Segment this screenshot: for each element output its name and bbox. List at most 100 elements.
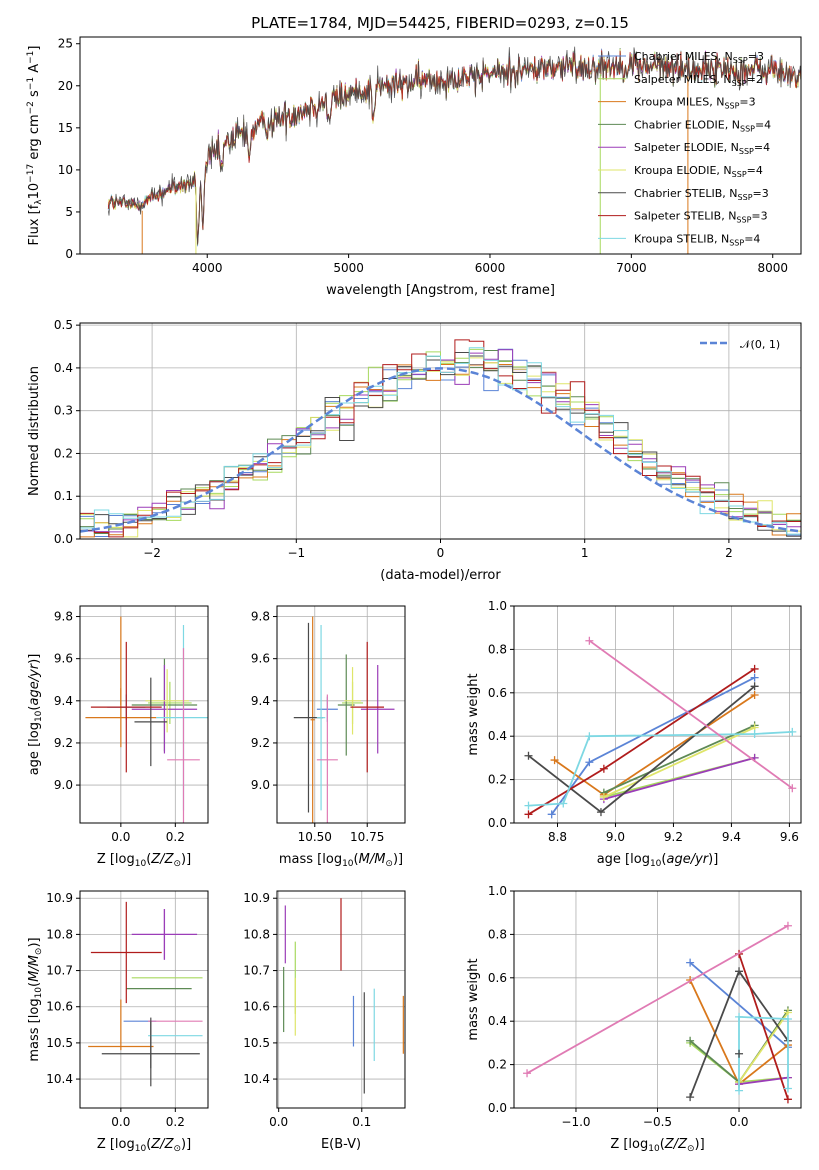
x-tick-label: 2 — [725, 546, 733, 560]
weight-line — [738, 1076, 789, 1085]
x-tick-label: 0.1 — [352, 1115, 371, 1129]
plus-marker — [559, 799, 568, 808]
x-tick-label: 8.8 — [548, 830, 567, 844]
y-tick-label: 10.4 — [243, 1072, 270, 1086]
y-tick-label: 10.8 — [46, 927, 73, 941]
axes-frame — [513, 605, 802, 824]
plot-area — [107, 46, 801, 254]
plot-area — [523, 921, 792, 1104]
plot-area — [80, 339, 801, 538]
legend-entry: Salpeter MILES, NSSP=2 — [634, 73, 763, 88]
plot-area — [283, 898, 404, 1094]
y-tick-label: 10.6 — [243, 1000, 270, 1014]
y-axis-label: mass weight — [466, 673, 481, 755]
legend-entry: Salpeter STELIB, NSSP=3 — [634, 210, 768, 225]
weight-line — [528, 668, 756, 816]
plus-marker — [599, 764, 608, 773]
legend-entry: Chabrier MILES, NSSP=3 — [634, 50, 764, 65]
plus-marker — [783, 921, 792, 930]
plus-marker — [735, 1086, 744, 1095]
y-tick-label: 10.8 — [243, 927, 270, 941]
x-tick-label: 0.0 — [111, 1115, 130, 1129]
histogram-kroupa-stelib — [80, 347, 801, 535]
weight-line — [603, 726, 755, 798]
x-tick-label: 9.6 — [780, 830, 799, 844]
y-tick-label: 10.9 — [46, 891, 73, 905]
y-tick-label: 0.2 — [54, 446, 73, 460]
y-tick-label: 9.4 — [54, 694, 73, 708]
y-axis-label: mass [log10(M/M⊙)] — [27, 937, 44, 1061]
weight-line — [603, 757, 755, 800]
y-tick-label: 9.0 — [251, 778, 270, 792]
plus-marker — [750, 690, 759, 699]
plus-marker — [735, 1049, 744, 1058]
x-tick-label: 0 — [437, 546, 445, 560]
y-tick-label: 9.8 — [251, 610, 270, 624]
y-tick-label: 10.5 — [46, 1036, 73, 1050]
plus-marker — [550, 756, 559, 765]
y-tick-label: 9.0 — [54, 778, 73, 792]
plus-marker — [599, 792, 608, 801]
y-tick-label: 0.1 — [54, 489, 73, 503]
x-tick-label: −2 — [143, 546, 161, 560]
y-tick-label: 0.8 — [488, 927, 507, 941]
plot-area — [293, 616, 395, 823]
x-tick-label: 0.0 — [269, 1115, 288, 1129]
x-tick-label: 9.4 — [722, 830, 741, 844]
x-axis-label: Z [log10(Z/Z⊙)] — [97, 1137, 191, 1154]
y-axis-label: age [log10(age/yr)] — [27, 654, 44, 776]
y-tick-label: 25 — [58, 37, 73, 51]
y-tick-label: 0.5 — [54, 318, 73, 332]
axes-frame — [79, 605, 209, 824]
legend-entry: Kroupa ELODIE, NSSP=4 — [634, 164, 763, 179]
x-tick-label: 0.0 — [111, 830, 130, 844]
x-tick-label: 7000 — [616, 261, 647, 275]
x-tick-label: 0.2 — [166, 830, 185, 844]
axes-frame — [79, 890, 209, 1109]
plus-marker — [585, 758, 594, 767]
y-tick-label: 10.4 — [46, 1072, 73, 1086]
y-axis-label: Flux [fλ10−17 erg cm−2 s−1 A−1] — [26, 46, 44, 246]
axes-frame — [79, 322, 802, 540]
y-tick-label: 0.4 — [488, 729, 507, 743]
plus-marker — [750, 673, 759, 682]
plus-marker — [585, 732, 594, 741]
legend-entry: Kroupa STELIB, NSSP=4 — [634, 232, 760, 247]
y-tick-label: 20 — [58, 79, 73, 93]
panel-spectrum: 4000 5000 6000 7000 8000 0 5 10 15 20 25 wavelength… — [26, 36, 802, 298]
y-tick-label: 0.6 — [488, 686, 507, 700]
plus-marker — [585, 636, 594, 645]
x-axis-label: Z [log10(Z/Z⊙)] — [97, 852, 191, 869]
plus-marker — [783, 1015, 792, 1024]
x-tick-label: 4000 — [192, 261, 223, 275]
x-axis-label: E(B-V) — [321, 1137, 361, 1152]
plot-area — [85, 616, 208, 823]
plus-marker — [750, 664, 759, 673]
panel-age_vs_Z: 0.0 0.2 9.0 9.2 9.4 9.6 9.8 Z [log10(Z/Z⊙)] age … — [27, 605, 209, 869]
legend-entry: Kroupa MILES, NSSP=3 — [634, 96, 756, 111]
x-tick-label: 10.50 — [298, 830, 332, 844]
panel-mass_vs_EBV: 0.0 0.1 10.4 10.5 10.6 10.7 10.8 10.9 — [243, 890, 406, 1129]
x-tick-label: −1.0 — [561, 1115, 590, 1129]
x-tick-label: 0.2 — [166, 1115, 185, 1129]
y-tick-label: 1.0 — [488, 884, 507, 898]
y-tick-label: 5 — [65, 205, 73, 219]
y-tick-label: 0.6 — [488, 971, 507, 985]
axes-frame — [79, 36, 802, 255]
weight-line — [550, 676, 756, 815]
y-tick-label: 0.0 — [54, 532, 73, 546]
plus-marker — [788, 727, 797, 736]
x-axis-label: mass [log10(M/M⊙)] — [279, 852, 403, 869]
y-tick-label: 0 — [65, 247, 73, 261]
plus-marker — [783, 1095, 792, 1104]
x-axis-label: Z [log10(Z/Z⊙)] — [610, 1137, 704, 1154]
x-tick-label: 8000 — [757, 261, 788, 275]
y-axis-label: Normed distribution — [27, 366, 42, 496]
y-tick-label: 9.8 — [54, 610, 73, 624]
panel-age_vs_mass: 10.50 10.75 9.0 9.2 9.4 9.6 9.8 mass [log10(M/M… — [251, 605, 406, 869]
axes-frame — [276, 890, 406, 1109]
panel-massweight_vs_Z: −1.0 −0.5 0.0 0.0 0.2 0.4 0.6 0.8 1.0 Z [log10(Z/… — [466, 884, 802, 1154]
y-axis-label: mass weight — [466, 958, 481, 1040]
y-tick-label: 0.2 — [488, 773, 507, 787]
plot-area — [524, 636, 797, 819]
